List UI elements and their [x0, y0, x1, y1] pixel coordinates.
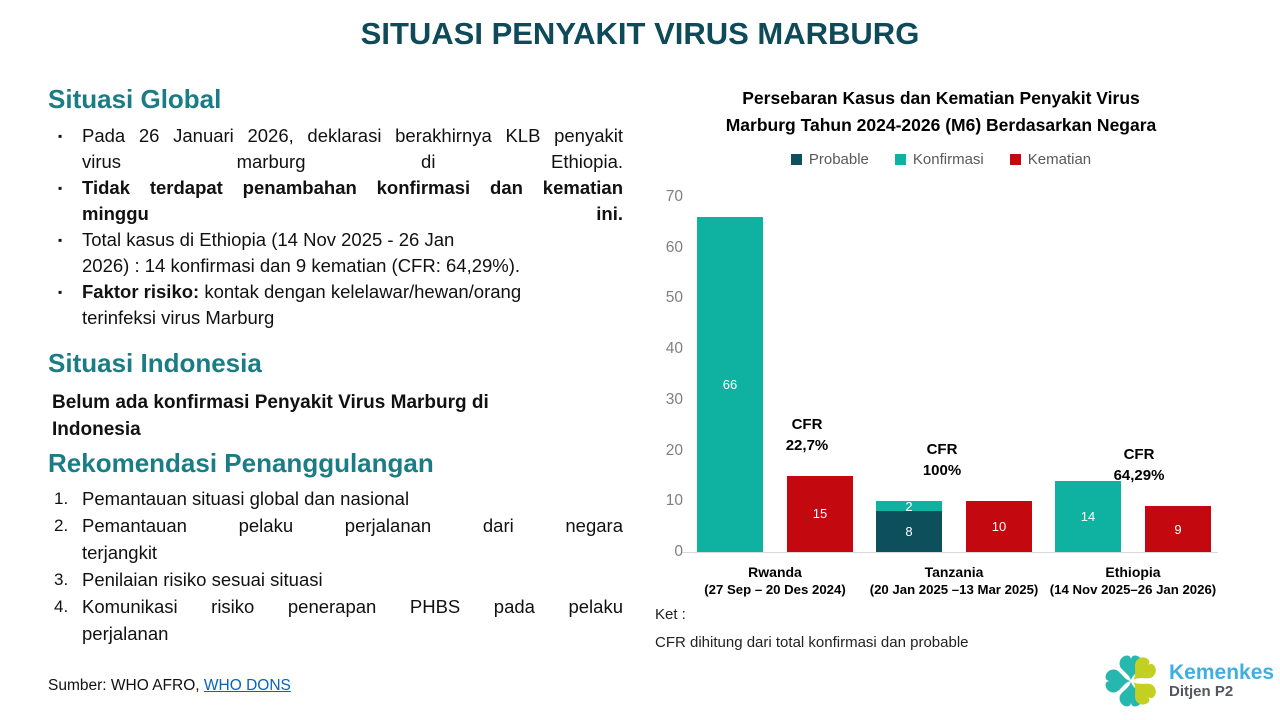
konfirmasi-bar: 14 — [1055, 481, 1121, 552]
y-axis-tick-label: 70 — [665, 188, 683, 206]
y-axis-tick-label: 60 — [665, 238, 683, 256]
recommendation-text: Pemantauan situasi global dan nasional — [82, 488, 410, 509]
kemenkes-logo-icon — [1105, 654, 1159, 708]
bullet-text: Pada 26 Januari 2026, deklarasi berakhir… — [82, 125, 623, 172]
x-axis-label: Tanzania (20 Jan 2025 –13 Mar 2025) — [844, 563, 1064, 598]
bullet-item: Pada 26 Januari 2026, deklarasi berakhir… — [48, 123, 623, 175]
recommendation-item: Pemantauan situasi global dan nasional — [48, 485, 623, 512]
legend-swatch-kematian — [1009, 154, 1021, 165]
source-line: Sumber: WHO AFRO, WHO DONS — [48, 677, 291, 695]
legend-item-konfirmasi: Konfirmasi — [894, 151, 984, 168]
cfr-label: CFR 100% — [882, 439, 1002, 481]
cfr-heading: CFR — [1123, 446, 1155, 464]
chart-title: Persebaran Kasus dan Kematian Penyakit V… — [645, 85, 1237, 139]
section-situasi-indonesia: Situasi Indonesia Belum ada konfirmasi P… — [48, 348, 623, 443]
legend-swatch-probable — [790, 154, 802, 165]
recommendation-text: Pemantauan pelaku perjalanan dari negara… — [82, 515, 623, 563]
x-axis-country: Tanzania — [924, 564, 984, 580]
y-axis-tick-label: 0 — [674, 543, 683, 560]
bullet-text: kontak dengan kelelawar/hewan/orang teri… — [82, 281, 522, 328]
cfr-label: CFR 22,7% — [747, 414, 867, 456]
recommendation-text: Penilaian risiko sesuai situasi — [82, 569, 323, 590]
konfirmasi-bar: 66 — [697, 217, 763, 552]
section-situasi-global: Situasi Global Pada 26 Januari 2026, dek… — [48, 84, 623, 331]
cfr-value: 100% — [922, 462, 962, 480]
bullet-bold-text: Faktor risiko: — [82, 281, 200, 302]
bullet-text: Total kasus di Ethiopia (14 Nov 2025 - 2… — [82, 229, 521, 276]
recommendation-item: Komunikasi risiko penerapan PHBS pada pe… — [48, 593, 623, 647]
kematian-bar: 15 — [787, 475, 853, 552]
section-rekomendasi: Rekomendasi Penanggulangan Pemantauan si… — [48, 448, 623, 647]
bar-value-label: 2 — [905, 498, 913, 514]
chart: Persebaran Kasus dan Kematian Penyakit V… — [645, 85, 1237, 685]
legend-label: Kematian — [1027, 151, 1092, 168]
bar-value-label: 8 — [905, 524, 913, 540]
y-axis-tick-label: 20 — [665, 441, 683, 459]
logo-subtitle: Ditjen P2 — [1169, 683, 1234, 701]
bar-value-label: 9 — [1174, 521, 1182, 537]
x-axis-period: (27 Sep – 20 Des 2024) — [704, 582, 846, 597]
cfr-value: 64,29% — [1113, 467, 1165, 485]
bullet-item: Faktor risiko: kontak dengan kelelawar/h… — [48, 279, 623, 331]
cfr-value: 22,7% — [785, 436, 829, 454]
global-bullet-list: Pada 26 Januari 2026, deklarasi berakhir… — [48, 123, 623, 331]
section-heading-rekomendasi: Rekomendasi Penanggulangan — [48, 448, 434, 478]
section-heading-global: Situasi Global — [48, 84, 222, 114]
cfr-heading: CFR — [791, 415, 823, 433]
cfr-label: CFR 64,29% — [1079, 444, 1199, 486]
bar-value-label: 10 — [991, 519, 1007, 535]
page-title: SITUASI PENYAKIT VIRUS MARBURG — [360, 16, 920, 51]
recommendation-list: Pemantauan situasi global dan nasional P… — [48, 485, 623, 647]
x-axis-country: Ethiopia — [1105, 564, 1161, 580]
bar-value-label: 15 — [812, 506, 828, 522]
logo-brand: Kemenkes — [1169, 661, 1275, 685]
bullet-item: Tidak terdapat penambahan konfirmasi dan… — [48, 175, 623, 227]
y-axis-tick-label: 50 — [665, 289, 683, 307]
legend-label: Konfirmasi — [912, 151, 984, 168]
chart-note-label: Ket : — [655, 606, 686, 623]
indonesia-statement: Belum ada konfirmasi Penyakit Virus Marb… — [52, 392, 489, 440]
x-axis-line — [681, 552, 1218, 553]
source-prefix: Sumber: WHO AFRO, — [48, 677, 204, 694]
recommendation-text: Komunikasi risiko penerapan PHBS pada pe… — [82, 596, 623, 644]
x-axis-period: (20 Jan 2025 –13 Mar 2025) — [869, 582, 1039, 597]
logo-text: Kemenkes Ditjen P2 — [1169, 662, 1274, 700]
legend-swatch-konfirmasi — [894, 154, 906, 165]
kematian-bar: 9 — [1145, 506, 1211, 552]
x-axis-country: Rwanda — [748, 564, 802, 580]
bar-value-label: 14 — [1080, 508, 1096, 524]
legend-label: Probable — [808, 151, 869, 168]
kematian-bar: 10 — [966, 501, 1032, 552]
konfirmasi-bar: 2 — [876, 498, 942, 514]
bar-value-label: 66 — [722, 377, 738, 393]
legend-item-probable: Probable — [790, 151, 869, 168]
recommendation-item: Pemantauan pelaku perjalanan dari negara… — [48, 512, 623, 566]
y-axis-tick-label: 30 — [665, 390, 683, 408]
x-axis-label: Rwanda (27 Sep – 20 Des 2024) — [665, 563, 885, 598]
kemenkes-logo: Kemenkes Ditjen P2 — [1103, 653, 1274, 709]
bullet-bold-text: Tidak terdapat penambahan konfirmasi dan… — [82, 177, 623, 224]
x-axis-period: (14 Nov 2025–26 Jan 2026) — [1049, 582, 1217, 597]
recommendation-item: Penilaian risiko sesuai situasi — [48, 566, 623, 593]
legend-item-kematian: Kematian — [1009, 151, 1092, 168]
section-heading-indonesia: Situasi Indonesia — [48, 348, 262, 378]
x-axis-label: Ethiopia (14 Nov 2025–26 Jan 2026) — [1023, 563, 1243, 598]
chart-legend: Probable Konfirmasi Kematian — [645, 151, 1237, 168]
chart-title-line2: Marburg Tahun 2024-2026 (M6) Berdasarkan… — [725, 115, 1157, 135]
bullet-item: Total kasus di Ethiopia (14 Nov 2025 - 2… — [48, 227, 623, 279]
y-axis-tick-label: 10 — [665, 492, 683, 510]
chart-title-line1: Persebaran Kasus dan Kematian Penyakit V… — [742, 88, 1140, 108]
chart-plot-area: 0 10 20 30 40 50 60 70 66 15 CFR 22,7% Rwanda (27 Sep… — [645, 85, 1237, 685]
probable-bar: 8 — [876, 511, 942, 552]
who-dons-link[interactable]: WHO DONS — [203, 677, 291, 694]
chart-note-text: CFR dihitung dari total konfirmasi dan p… — [655, 634, 969, 651]
y-axis-tick-label: 40 — [665, 340, 683, 358]
cfr-heading: CFR — [926, 441, 958, 459]
